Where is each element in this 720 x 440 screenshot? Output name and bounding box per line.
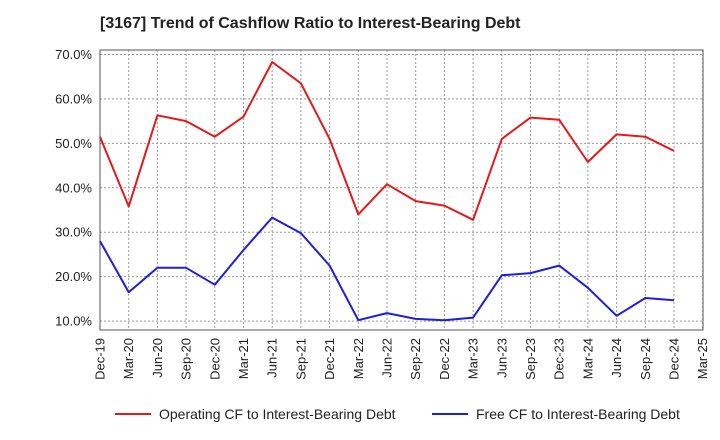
x-tick-label: Jun-22 (380, 338, 395, 378)
legend-label-operating-cf: Operating CF to Interest-Bearing Debt (159, 406, 396, 422)
axis-layer (99, 49, 704, 331)
x-tick-label: Mar-22 (351, 338, 366, 379)
x-tick-label: Sep-20 (179, 338, 194, 380)
y-tick-label: 10.0% (55, 314, 92, 329)
x-tick-label: Sep-21 (293, 338, 308, 380)
x-tick-label: Dec-23 (552, 338, 567, 380)
x-tick-label: Mar-25 (695, 338, 710, 379)
y-tick-label: 30.0% (55, 225, 92, 240)
legend-label-free-cf: Free CF to Interest-Bearing Debt (476, 406, 680, 422)
series-layer (99, 61, 675, 322)
x-tick-label: Jun-23 (494, 338, 509, 378)
x-tick-label: Mar-20 (121, 338, 136, 379)
label-layer: 10.0% 20.0% 30.0% 40.0% 50.0% 60.0% 70.0% Dec-1… (55, 47, 710, 380)
legend-item-free-cf: Free CF to Interest-Bearing Debt (432, 406, 680, 422)
x-tick-label: Mar-21 (236, 338, 251, 379)
x-tick-label: Dec-21 (322, 338, 337, 380)
legend-item-operating-cf: Operating CF to Interest-Bearing Debt (115, 406, 396, 422)
y-tick-label: 70.0% (55, 47, 92, 62)
x-tick-label: Jun-21 (265, 338, 280, 378)
y-tick-label: 20.0% (55, 269, 92, 284)
series-line-operating-cf (99, 61, 675, 221)
series-line-free-cf (99, 216, 675, 322)
y-tick-label: 60.0% (55, 91, 92, 106)
x-tick-label: Mar-23 (466, 338, 481, 379)
x-tick-label: Sep-22 (408, 338, 423, 380)
legend: Operating CF to Interest-Bearing Debt Fr… (0, 400, 720, 430)
legend-swatch-operating-cf (115, 413, 151, 415)
x-tick-label: Dec-24 (667, 338, 682, 380)
x-tick-label: Sep-23 (523, 338, 538, 380)
y-tick-label: 50.0% (55, 136, 92, 151)
x-tick-label: Dec-22 (437, 338, 452, 380)
legend-swatch-free-cf (432, 413, 468, 415)
x-tick-label: Jun-20 (150, 338, 165, 378)
grid-layer (100, 50, 704, 330)
plot-frame (99, 49, 704, 331)
x-tick-label: Sep-24 (638, 338, 653, 380)
x-tick-label: Mar-24 (580, 338, 595, 379)
x-tick-label: Jun-24 (609, 338, 624, 378)
x-tick-label: Dec-20 (207, 338, 222, 380)
chart-title: [3167] Trend of Cashflow Ratio to Intere… (100, 15, 521, 32)
y-tick-label: 40.0% (55, 180, 92, 195)
x-tick-label: Dec-19 (93, 338, 108, 380)
